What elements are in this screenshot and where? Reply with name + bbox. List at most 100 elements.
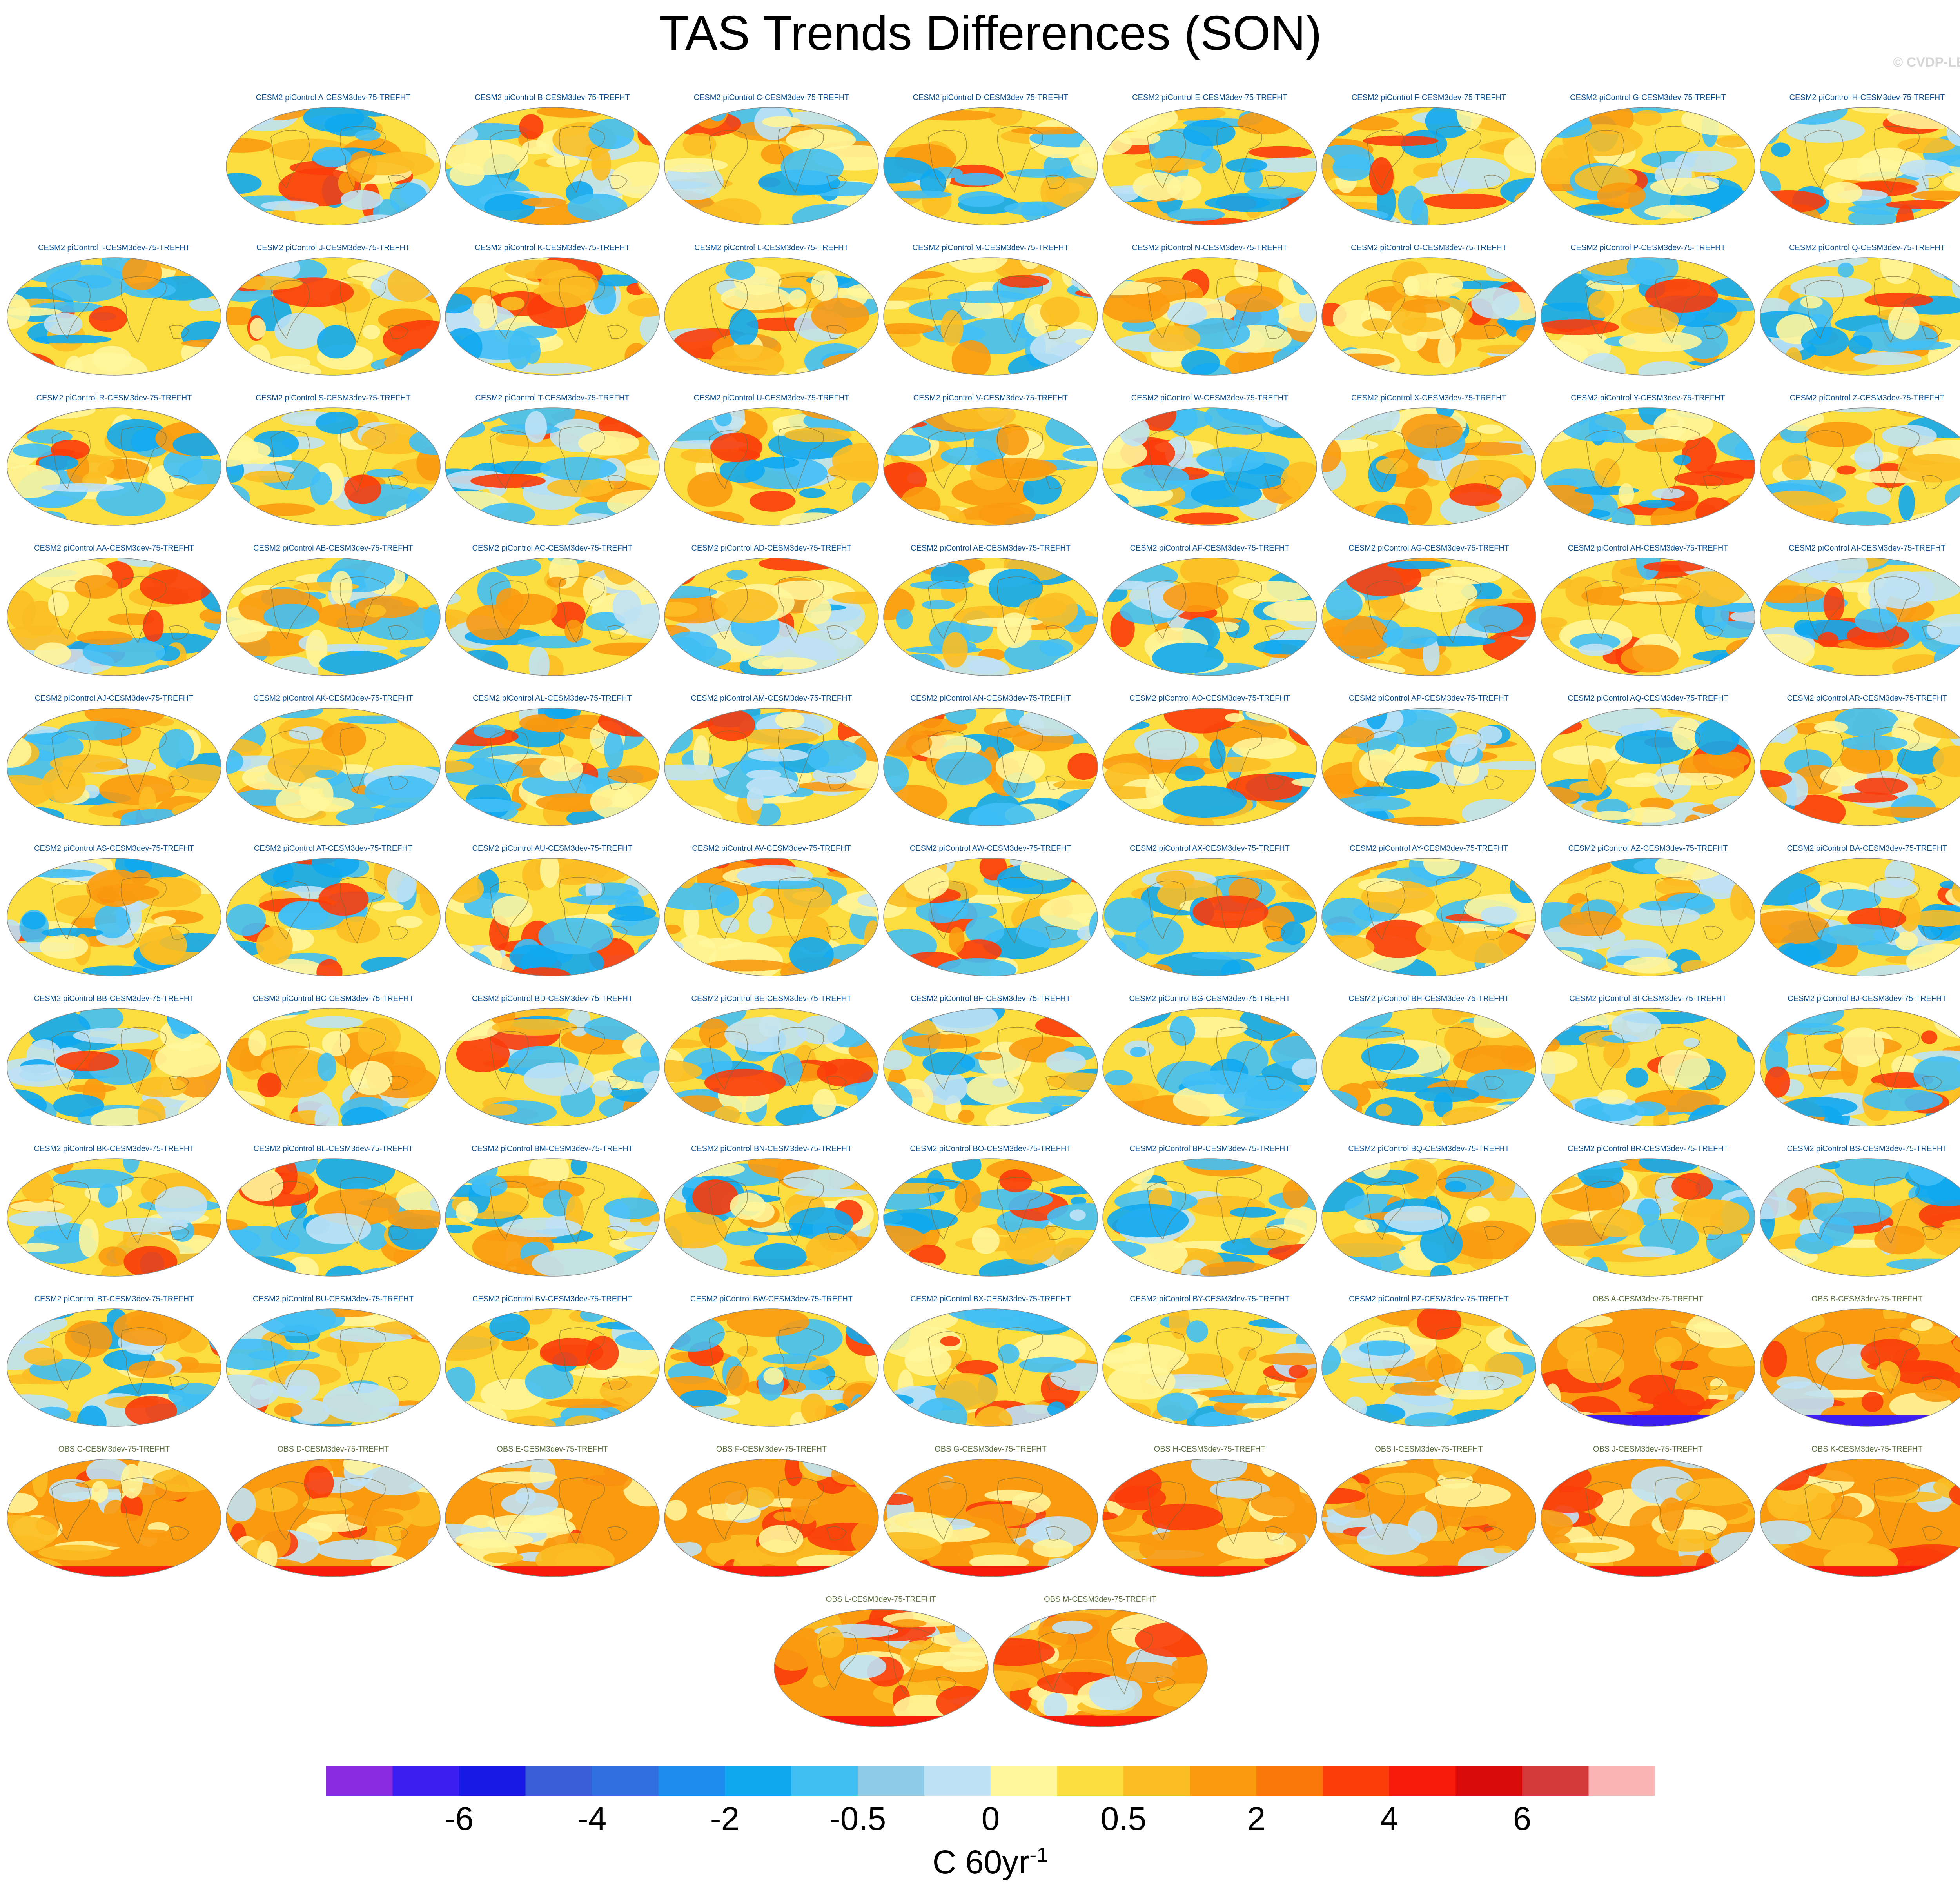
map-panel-title: CESM2 piControl Y-CESM3dev-75-TREFHT	[1571, 394, 1725, 402]
map-panel-title: CESM2 piControl BH-CESM3dev-75-TREFHT	[1348, 994, 1510, 1003]
map-panel-title: CESM2 piControl M-CESM3dev-75-TREFHT	[912, 243, 1069, 252]
map-panel-title: CESM2 piControl BL-CESM3dev-75-TREFHT	[253, 1145, 413, 1153]
world-map-robinson	[7, 858, 221, 976]
world-map-robinson	[1102, 708, 1317, 826]
map-panel: OBS D-CESM3dev-75-TREFHT	[224, 1444, 443, 1590]
map-panel: CESM2 piControl AX-CESM3dev-75-TREFHT	[1100, 843, 1319, 989]
world-map-robinson	[226, 1308, 441, 1427]
world-map-robinson	[1102, 1158, 1317, 1277]
map-panel-title: CESM2 piControl BS-CESM3dev-75-TREFHT	[1787, 1145, 1947, 1153]
world-map-robinson	[883, 257, 1098, 376]
map-panel: CESM2 piControl BT-CESM3dev-75-TREFHT	[5, 1294, 223, 1440]
world-map-robinson	[1321, 1308, 1536, 1427]
world-map-robinson	[1760, 708, 1960, 826]
world-map-robinson	[1760, 1459, 1960, 1577]
map-panel: CESM2 piControl N-CESM3dev-75-TREFHT	[1100, 243, 1319, 389]
map-panel-title: CESM2 piControl BR-CESM3dev-75-TREFHT	[1567, 1145, 1729, 1153]
map-panel-title: CESM2 piControl Q-CESM3dev-75-TREFHT	[1789, 243, 1945, 252]
colorbar-swatch	[1455, 1766, 1523, 1796]
world-map-robinson	[1102, 1308, 1317, 1427]
world-map-robinson	[7, 407, 221, 526]
map-panel-title: CESM2 piControl A-CESM3dev-75-TREFHT	[256, 93, 411, 102]
world-map-robinson	[1102, 257, 1317, 376]
map-panel: CESM2 piControl BD-CESM3dev-75-TREFHT	[443, 994, 662, 1139]
map-panel-title: OBS J-CESM3dev-75-TREFHT	[1593, 1445, 1703, 1453]
map-panel: CESM2 piControl AQ-CESM3dev-75-TREFHT	[1539, 693, 1757, 839]
map-panel: CESM2 piControl BZ-CESM3dev-75-TREFHT	[1319, 1294, 1538, 1440]
world-map-robinson	[445, 1459, 660, 1577]
world-map-robinson	[226, 257, 441, 376]
map-panel-title: CESM2 piControl BW-CESM3dev-75-TREFHT	[690, 1295, 853, 1303]
colorbar-units-exponent: -1	[1029, 1843, 1049, 1867]
world-map-robinson	[1321, 107, 1536, 225]
map-panel-title: CESM2 piControl AH-CESM3dev-75-TREFHT	[1568, 544, 1728, 552]
world-map-robinson	[1321, 558, 1536, 676]
map-panel-title: OBS I-CESM3dev-75-TREFHT	[1375, 1445, 1483, 1453]
map-panel: CESM2 piControl AK-CESM3dev-75-TREFHT	[224, 693, 443, 839]
map-panel-title: CESM2 piControl L-CESM3dev-75-TREFHT	[694, 243, 849, 252]
world-map-robinson	[445, 1308, 660, 1427]
map-panel-title: OBS A-CESM3dev-75-TREFHT	[1592, 1295, 1704, 1303]
world-map-robinson	[1541, 107, 1755, 225]
map-panel-title: CESM2 piControl AQ-CESM3dev-75-TREFHT	[1567, 694, 1729, 703]
map-panel: CESM2 piControl AU-CESM3dev-75-TREFHT	[443, 843, 662, 989]
world-map-robinson	[7, 1008, 221, 1126]
map-panel: CESM2 piControl BN-CESM3dev-75-TREFHT	[662, 1144, 881, 1290]
map-panel-title: OBS G-CESM3dev-75-TREFHT	[935, 1445, 1047, 1453]
map-panel-title: CESM2 piControl BY-CESM3dev-75-TREFHT	[1130, 1295, 1290, 1303]
map-panel-title: CESM2 piControl AI-CESM3dev-75-TREFHT	[1788, 544, 1946, 552]
world-map-robinson	[883, 1158, 1098, 1277]
world-map-robinson	[1541, 1158, 1755, 1277]
world-map-robinson	[664, 708, 879, 826]
map-panel: CESM2 piControl W-CESM3dev-75-TREFHT	[1100, 393, 1319, 539]
colorbar-units-text: C 60yr	[932, 1844, 1030, 1880]
world-map-robinson	[1321, 1459, 1536, 1577]
world-map-robinson	[1541, 1008, 1755, 1126]
map-panel-title: CESM2 piControl AR-CESM3dev-75-TREFHT	[1787, 694, 1947, 703]
map-panel: CESM2 piControl BP-CESM3dev-75-TREFHT	[1100, 1144, 1319, 1290]
map-panel: CESM2 piControl AI-CESM3dev-75-TREFHT	[1758, 543, 1960, 689]
world-map-robinson	[1760, 407, 1960, 526]
map-panel-title: CESM2 piControl AS-CESM3dev-75-TREFHT	[34, 844, 194, 853]
world-map-robinson	[1760, 858, 1960, 976]
map-panel: CESM2 piControl AS-CESM3dev-75-TREFHT	[5, 843, 223, 989]
world-map-robinson	[7, 1308, 221, 1427]
map-panel: CESM2 piControl BA-CESM3dev-75-TREFHT	[1758, 843, 1960, 989]
colorbar-swatch	[791, 1766, 858, 1796]
map-panel-title: CESM2 piControl U-CESM3dev-75-TREFHT	[693, 394, 849, 402]
world-map-robinson	[1541, 558, 1755, 676]
map-panel: CESM2 piControl P-CESM3dev-75-TREFHT	[1539, 243, 1757, 389]
map-panel: CESM2 piControl AL-CESM3dev-75-TREFHT	[443, 693, 662, 839]
map-panel-title: CESM2 piControl BU-CESM3dev-75-TREFHT	[252, 1295, 414, 1303]
map-panel-title: CESM2 piControl AX-CESM3dev-75-TREFHT	[1130, 844, 1290, 853]
world-map-robinson	[226, 1008, 441, 1126]
world-map-robinson	[1102, 407, 1317, 526]
map-panel: CESM2 piControl B-CESM3dev-75-TREFHT	[443, 93, 662, 238]
map-panel: OBS H-CESM3dev-75-TREFHT	[1100, 1444, 1319, 1590]
map-panel: OBS E-CESM3dev-75-TREFHT	[443, 1444, 662, 1590]
map-panel: CESM2 piControl AA-CESM3dev-75-TREFHT	[5, 543, 223, 689]
map-panel-title: CESM2 piControl AT-CESM3dev-75-TREFHT	[254, 844, 413, 853]
map-panel-title: CESM2 piControl AP-CESM3dev-75-TREFHT	[1349, 694, 1509, 703]
copyright-watermark: © CVDP-LE	[1893, 55, 1960, 70]
map-panel-title: CESM2 piControl W-CESM3dev-75-TREFHT	[1131, 394, 1289, 402]
world-map-robinson	[664, 107, 879, 225]
map-panel-title: CESM2 piControl BX-CESM3dev-75-TREFHT	[910, 1295, 1071, 1303]
map-panel-title: OBS H-CESM3dev-75-TREFHT	[1154, 1445, 1266, 1453]
colorbar-swatch	[1389, 1766, 1456, 1796]
map-panel-title: CESM2 piControl R-CESM3dev-75-TREFHT	[36, 394, 192, 402]
map-panel: CESM2 piControl BH-CESM3dev-75-TREFHT	[1319, 994, 1538, 1139]
map-panel-title: CESM2 piControl AG-CESM3dev-75-TREFHT	[1348, 544, 1510, 552]
colorbar-swatch	[525, 1766, 592, 1796]
map-panel: CESM2 piControl BU-CESM3dev-75-TREFHT	[224, 1294, 443, 1440]
colorbar-swatch	[1123, 1766, 1190, 1796]
map-panel: CESM2 piControl BC-CESM3dev-75-TREFHT	[224, 994, 443, 1139]
map-panel-title: CESM2 piControl P-CESM3dev-75-TREFHT	[1570, 243, 1726, 252]
world-map-robinson	[664, 1308, 879, 1427]
map-panel: CESM2 piControl E-CESM3dev-75-TREFHT	[1100, 93, 1319, 238]
world-map-robinson	[664, 1158, 879, 1277]
map-panel-title: CESM2 piControl BV-CESM3dev-75-TREFHT	[472, 1295, 632, 1303]
colorbar-swatch	[459, 1766, 526, 1796]
map-panel: CESM2 piControl BV-CESM3dev-75-TREFHT	[443, 1294, 662, 1440]
map-panel: CESM2 piControl M-CESM3dev-75-TREFHT	[881, 243, 1100, 389]
